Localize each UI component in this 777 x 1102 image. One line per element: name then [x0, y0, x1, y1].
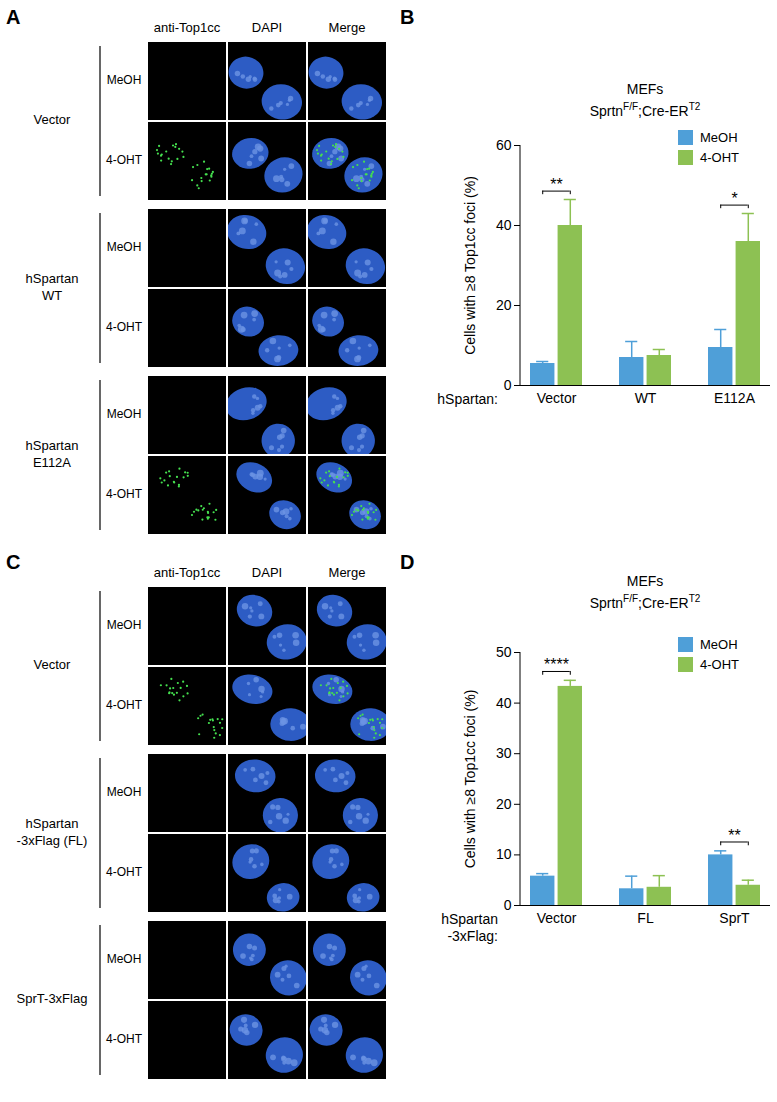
- html-text:SprtnF/F;Cre-ERT2: SprtnF/F;Cre-ERT2: [589, 593, 701, 611]
- html-text:MeOH: MeOH: [700, 636, 738, 652]
- svg-text:*: *: [731, 190, 737, 207]
- html-text:C: C: [6, 551, 21, 573]
- svg-text:4-OHT: 4-OHT: [106, 487, 143, 501]
- svg-text:Vector: Vector: [34, 112, 72, 127]
- svg-text:MeOH: MeOH: [107, 73, 142, 87]
- svg-text:4-OHT: 4-OHT: [106, 153, 143, 167]
- svg-text:MeOH: MeOH: [107, 952, 142, 966]
- html-text:MeOH: MeOH: [700, 129, 738, 145]
- html-text:SprtnF/F;Cre-ERT2: SprtnF/F;Cre-ERT2: [589, 101, 701, 119]
- svg-text:hSpartan: hSpartan: [26, 816, 79, 831]
- html-text:4-OHT: 4-OHT: [700, 656, 739, 672]
- svg-text:4-OHT: 4-OHT: [106, 865, 143, 879]
- svg-text:MeOH: MeOH: [107, 407, 142, 421]
- svg-text:**: **: [550, 176, 562, 193]
- svg-text:4-OHT: 4-OHT: [106, 320, 143, 334]
- html-text:A: A: [6, 6, 21, 28]
- svg-text:40: 40: [496, 695, 512, 711]
- svg-text:**: **: [728, 827, 740, 844]
- svg-text:-3xFlag (FL): -3xFlag (FL): [17, 833, 88, 848]
- svg-text:Vector: Vector: [537, 390, 577, 406]
- svg-text:Vector: Vector: [34, 657, 72, 672]
- svg-text:****: ****: [544, 656, 569, 673]
- svg-text:0: 0: [504, 377, 512, 393]
- svg-text:Vector: Vector: [537, 910, 577, 926]
- svg-text:SprT-3xFlag: SprT-3xFlag: [17, 991, 88, 1006]
- svg-text:MeOH: MeOH: [107, 240, 142, 254]
- svg-text:4-OHT: 4-OHT: [106, 698, 143, 712]
- svg-text:anti-Top1cc: anti-Top1cc: [154, 20, 221, 35]
- html-text:-3xFlag:: -3xFlag:: [447, 928, 498, 944]
- svg-text:E112A: E112A: [714, 390, 756, 406]
- svg-text:30: 30: [496, 745, 512, 761]
- svg-text:60: 60: [496, 137, 512, 153]
- html-text:MEFs: MEFs: [626, 81, 664, 97]
- svg-text:20: 20: [496, 796, 512, 812]
- svg-text:WT: WT: [635, 390, 657, 406]
- svg-text:SprT: SprT: [719, 910, 750, 926]
- svg-text:FL: FL: [637, 910, 654, 926]
- svg-text:Merge: Merge: [329, 565, 366, 580]
- svg-text:20: 20: [496, 297, 512, 313]
- svg-text:50: 50: [496, 644, 512, 660]
- svg-text:MeOH: MeOH: [107, 785, 142, 799]
- svg-text:anti-Top1cc: anti-Top1cc: [154, 565, 221, 580]
- svg-text:Merge: Merge: [329, 20, 366, 35]
- html-text:MEFs: MEFs: [626, 573, 664, 589]
- svg-text:4-OHT: 4-OHT: [106, 1032, 143, 1046]
- svg-text:DAPI: DAPI: [252, 20, 282, 35]
- html-text:D: D: [400, 551, 415, 573]
- svg-text:MeOH: MeOH: [107, 618, 142, 632]
- svg-text:WT: WT: [42, 288, 62, 303]
- html-text:hSpartan: hSpartan: [441, 911, 498, 927]
- svg-text:40: 40: [496, 217, 512, 233]
- svg-text:hSpartan: hSpartan: [26, 271, 79, 286]
- html-text:hSpartan:: hSpartan:: [437, 391, 498, 407]
- svg-text:hSpartan: hSpartan: [26, 438, 79, 453]
- svg-text:Cells with ≥8 Top1cc foci (%): Cells with ≥8 Top1cc foci (%): [462, 690, 478, 869]
- html-text:B: B: [400, 6, 415, 28]
- svg-text:10: 10: [496, 846, 512, 862]
- svg-text:DAPI: DAPI: [252, 565, 282, 580]
- svg-text:Cells with ≥8 Top1cc foci (%): Cells with ≥8 Top1cc foci (%): [462, 176, 478, 355]
- svg-text:0: 0: [504, 897, 512, 913]
- html-text:4-OHT: 4-OHT: [700, 149, 739, 165]
- svg-text:E112A: E112A: [33, 455, 71, 470]
